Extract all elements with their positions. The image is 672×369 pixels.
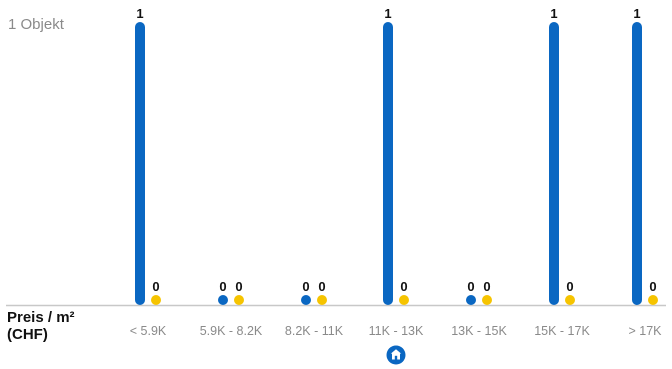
x-tick-label-1: 5.9K - 8.2K <box>200 324 263 338</box>
x-tick-label-6: > 17K <box>628 324 662 338</box>
x-tick-label-5: 15K - 17K <box>534 324 590 338</box>
data-label-series-1-1: 0 <box>219 279 226 294</box>
data-label-series-2-1: 0 <box>235 279 242 294</box>
data-label-series-2-6: 0 <box>649 279 656 294</box>
dot-series-2-1 <box>234 295 244 305</box>
data-label-series-2-4: 0 <box>483 279 490 294</box>
dot-series-1-2 <box>301 295 311 305</box>
data-label-series-1-3: 1 <box>384 6 391 21</box>
bar-series-1-5 <box>549 22 559 305</box>
x-axis-title-line1: Preis / m² <box>7 309 75 326</box>
data-label-series-1-6: 1 <box>633 6 640 21</box>
dot-series-1-4 <box>466 295 476 305</box>
dot-series-2-5 <box>565 295 575 305</box>
data-label-series-2-2: 0 <box>318 279 325 294</box>
house-icon[interactable] <box>386 345 406 365</box>
bar-series-1-0 <box>135 22 145 305</box>
data-label-series-1-4: 0 <box>467 279 474 294</box>
x-tick-label-2: 8.2K - 11K <box>285 324 344 338</box>
dot-series-2-6 <box>648 295 658 305</box>
dot-series-2-2 <box>317 295 327 305</box>
data-label-series-2-0: 0 <box>152 279 159 294</box>
x-tick-label-3: 11K - 13K <box>369 324 424 338</box>
dot-series-1-1 <box>218 295 228 305</box>
dot-series-2-3 <box>399 295 409 305</box>
data-label-series-2-5: 0 <box>566 279 573 294</box>
bar-series-1-6 <box>632 22 642 305</box>
x-tick-label-4: 13K - 15K <box>451 324 507 338</box>
data-label-series-1-5: 1 <box>550 6 557 21</box>
bar-series-1-3 <box>383 22 393 305</box>
dot-series-2-0 <box>151 295 161 305</box>
x-axis-title-line2: (CHF) <box>7 326 48 343</box>
data-label-series-1-0: 1 <box>136 6 143 21</box>
y-axis-caption: 1 Objekt <box>8 16 64 33</box>
x-axis-title: Preis / m² (CHF) <box>7 309 107 343</box>
dot-series-2-4 <box>482 295 492 305</box>
data-label-series-2-3: 0 <box>400 279 407 294</box>
data-label-series-1-2: 0 <box>302 279 309 294</box>
x-tick-label-0: < 5.9K <box>130 324 167 338</box>
